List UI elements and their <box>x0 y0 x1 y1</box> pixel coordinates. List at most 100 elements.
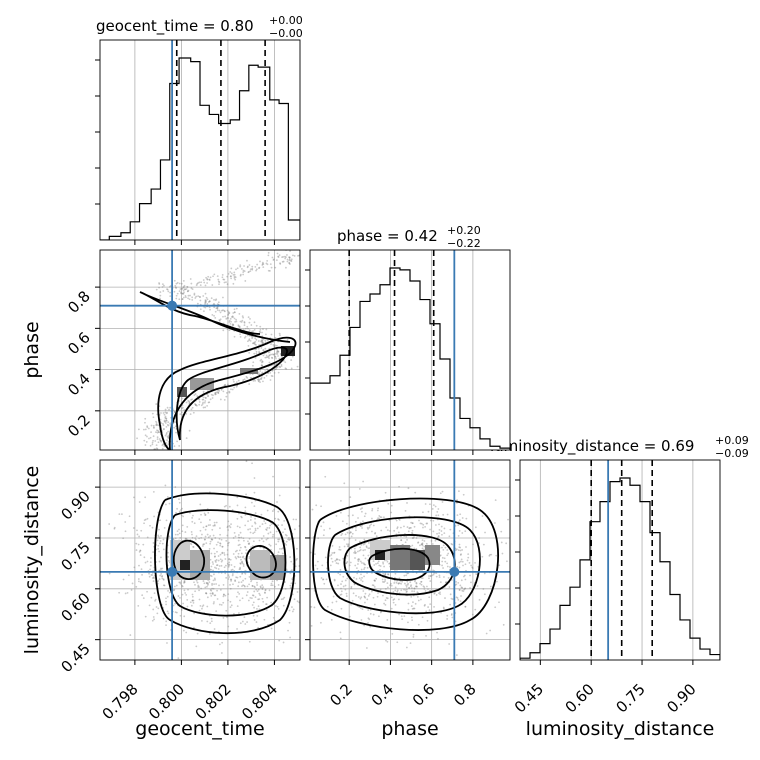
sample-point <box>254 521 256 524</box>
sample-point <box>136 533 139 536</box>
sample-point <box>193 292 196 295</box>
sample-point <box>323 529 326 531</box>
sample-point <box>496 580 498 583</box>
sample-point <box>228 576 231 578</box>
sample-point <box>273 353 275 356</box>
sample-point <box>248 321 251 324</box>
sample-point <box>265 538 268 541</box>
sample-point <box>358 488 361 490</box>
sample-point <box>246 621 248 623</box>
sample-point <box>362 549 365 552</box>
sample-point <box>361 576 363 579</box>
sample-point <box>188 400 191 403</box>
sample-point <box>205 592 207 594</box>
sample-point <box>269 524 272 527</box>
sample-point <box>232 553 235 555</box>
sample-point <box>466 559 469 562</box>
sample-point <box>353 547 356 550</box>
sample-point <box>410 521 413 524</box>
sample-point <box>268 270 271 272</box>
sample-point <box>168 408 170 411</box>
sample-point <box>242 273 245 276</box>
sample-point <box>459 600 462 602</box>
sample-point <box>363 568 365 571</box>
sample-point <box>363 542 366 545</box>
sample-point <box>187 297 189 300</box>
sample-point <box>144 496 147 499</box>
sample-point <box>253 585 256 588</box>
sample-point <box>162 584 165 587</box>
sample-point <box>374 580 376 582</box>
sample-point <box>259 586 262 589</box>
sample-point <box>256 581 258 584</box>
sample-point <box>212 275 214 278</box>
sample-point <box>349 531 352 534</box>
sample-point <box>279 547 281 550</box>
sample-point <box>185 288 188 290</box>
sample-point <box>234 556 237 558</box>
sample-point <box>409 526 411 529</box>
sample-point <box>183 409 186 411</box>
sample-point <box>255 350 258 353</box>
sample-point <box>371 509 374 512</box>
sample-point <box>461 586 464 589</box>
sample-point <box>261 587 264 590</box>
sample-point <box>271 535 274 538</box>
sample-point <box>348 537 351 540</box>
panel-frame <box>309 249 511 451</box>
sample-point <box>472 543 474 546</box>
sample-point <box>182 286 185 288</box>
sample-point <box>301 590 303 592</box>
sample-point <box>435 514 438 517</box>
sample-point <box>345 595 348 597</box>
sample-point <box>442 607 445 610</box>
sample-point <box>291 355 294 358</box>
sample-point <box>262 266 265 268</box>
sample-point <box>489 585 492 588</box>
sample-point <box>163 584 166 587</box>
sample-point <box>392 601 395 604</box>
sample-point <box>461 589 464 592</box>
sample-point <box>229 600 232 603</box>
y-tick-label: 0.90 <box>57 487 93 523</box>
sample-point <box>288 256 291 259</box>
sample-point <box>162 428 165 431</box>
sample-point <box>240 516 243 519</box>
panel-frame <box>99 39 301 241</box>
sample-point <box>246 325 249 328</box>
sample-point <box>141 594 144 597</box>
sample-point <box>303 538 305 540</box>
sample-point <box>338 546 341 548</box>
sample-point <box>238 592 241 595</box>
sample-point <box>173 588 176 591</box>
sample-point <box>157 431 160 433</box>
sample-point <box>220 603 223 606</box>
sample-point <box>230 578 233 581</box>
sample-point <box>218 389 221 392</box>
sample-point <box>210 589 213 592</box>
sample-point <box>193 522 196 525</box>
sample-point <box>375 562 377 565</box>
sample-point <box>267 355 270 358</box>
sample-point <box>182 515 185 518</box>
sample-point <box>154 599 156 602</box>
sample-point <box>176 440 179 443</box>
sample-point <box>447 576 450 579</box>
sample-point <box>442 544 445 547</box>
sample-point <box>217 392 220 394</box>
sample-point <box>498 601 500 604</box>
sample-point <box>189 542 192 545</box>
sample-point <box>240 321 243 323</box>
sample-point <box>462 590 465 593</box>
sample-point <box>244 546 247 549</box>
sample-point <box>144 421 146 424</box>
sample-point <box>277 350 280 353</box>
sample-point <box>289 263 291 265</box>
sample-point <box>252 342 255 345</box>
sample-point <box>411 587 413 589</box>
sample-point <box>328 554 331 557</box>
sample-point <box>407 602 410 605</box>
sample-point <box>201 533 203 536</box>
sample-point <box>249 268 252 271</box>
sample-point <box>234 550 237 553</box>
